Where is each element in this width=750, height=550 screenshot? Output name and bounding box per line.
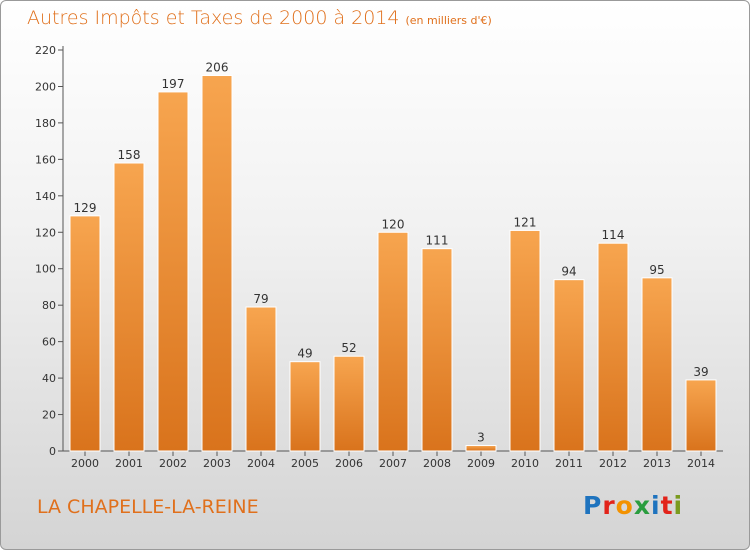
y-tick-label: 160 [35,153,56,166]
logo-letter: x [633,491,651,520]
x-tick-label: 2010 [511,457,539,470]
bar-value-label: 121 [514,215,537,229]
title-line: Autres Impôts et Taxes de 2000 à 2014 (en… [27,7,492,29]
bar [69,215,101,452]
y-tick-label: 40 [42,372,56,385]
y-tick-label: 60 [42,336,56,349]
chart-unit-note: (en milliers d'€) [405,14,492,27]
x-tick-label: 2004 [247,457,275,470]
bar-value-label: 111 [426,234,449,248]
bar-value-label: 3 [477,431,485,445]
x-tick-label: 2008 [423,457,451,470]
y-tick-label: 0 [49,445,56,458]
y-tick-label: 120 [35,226,56,239]
chart-title: Autres Impôts et Taxes de 2000 à 2014 [27,7,400,29]
bar-value-label: 49 [297,347,312,361]
x-axis: 2000 2001 2002 2003 2004 2005 2006 2007 2008 2009… [63,450,723,470]
x-tick-label: 2009 [467,457,495,470]
bar [333,355,365,452]
bar [553,279,585,452]
bar [509,229,541,452]
y-tick-label: 140 [35,190,56,203]
x-tick-label: 2014 [687,457,715,470]
logo-letter: r [602,491,616,520]
bar-value-label: 158 [118,148,141,162]
bar-value-label: 79 [253,292,268,306]
y-tick-label: 80 [42,299,56,312]
bar-value-label: 39 [693,365,708,379]
y-tick-label: 100 [35,263,56,276]
logo-letter: i [651,491,661,520]
bar-value-label: 129 [74,201,97,215]
bar [245,306,277,452]
bar [641,277,673,452]
y-tick-label: 20 [42,409,56,422]
bar-value-label: 120 [382,217,405,231]
x-tick-label: 2012 [599,457,627,470]
bar-value-label: 95 [649,263,664,277]
logo-letter: o [615,491,634,520]
bar [597,242,629,452]
bar-value-label: 206 [206,61,229,75]
bar [201,75,233,452]
bar-value-label: 197 [162,77,185,91]
place-name: LA CHAPELLE-LA-REINE [37,496,259,518]
bar [113,162,145,452]
logo-letter: P [583,491,603,520]
x-tick-label: 2000 [71,457,99,470]
bar-value-label: 94 [561,265,576,279]
bar [289,361,321,452]
x-tick-label: 2005 [291,457,319,470]
x-tick-label: 2011 [555,457,583,470]
bar [377,231,409,452]
proxiti-logo: Proxiti [583,491,683,520]
x-tick-label: 2002 [159,457,187,470]
bar [421,248,453,452]
y-tick-label: 220 [35,44,56,57]
logo-letter: i [673,491,684,520]
y-tick-label: 180 [35,117,56,130]
y-axis: 0 20 40 60 80 100 120 140 160 180 200 220 [35,44,64,458]
x-tick-label: 2007 [379,457,407,470]
bar [157,91,189,452]
bar-value-label: 114 [602,228,625,242]
value-labels: 129 158 197 206 79 49 52 120 111 3 121 94 114 95 39 [74,61,709,445]
y-tick-label: 200 [35,80,56,93]
logo-letter: t [660,491,674,520]
x-tick-label: 2001 [115,457,143,470]
bar-value-label: 52 [341,341,356,355]
bars [69,75,717,452]
x-tick-label: 2006 [335,457,363,470]
x-tick-label: 2013 [643,457,671,470]
x-tick-label: 2003 [203,457,231,470]
bar [465,445,497,452]
bar [685,379,717,452]
